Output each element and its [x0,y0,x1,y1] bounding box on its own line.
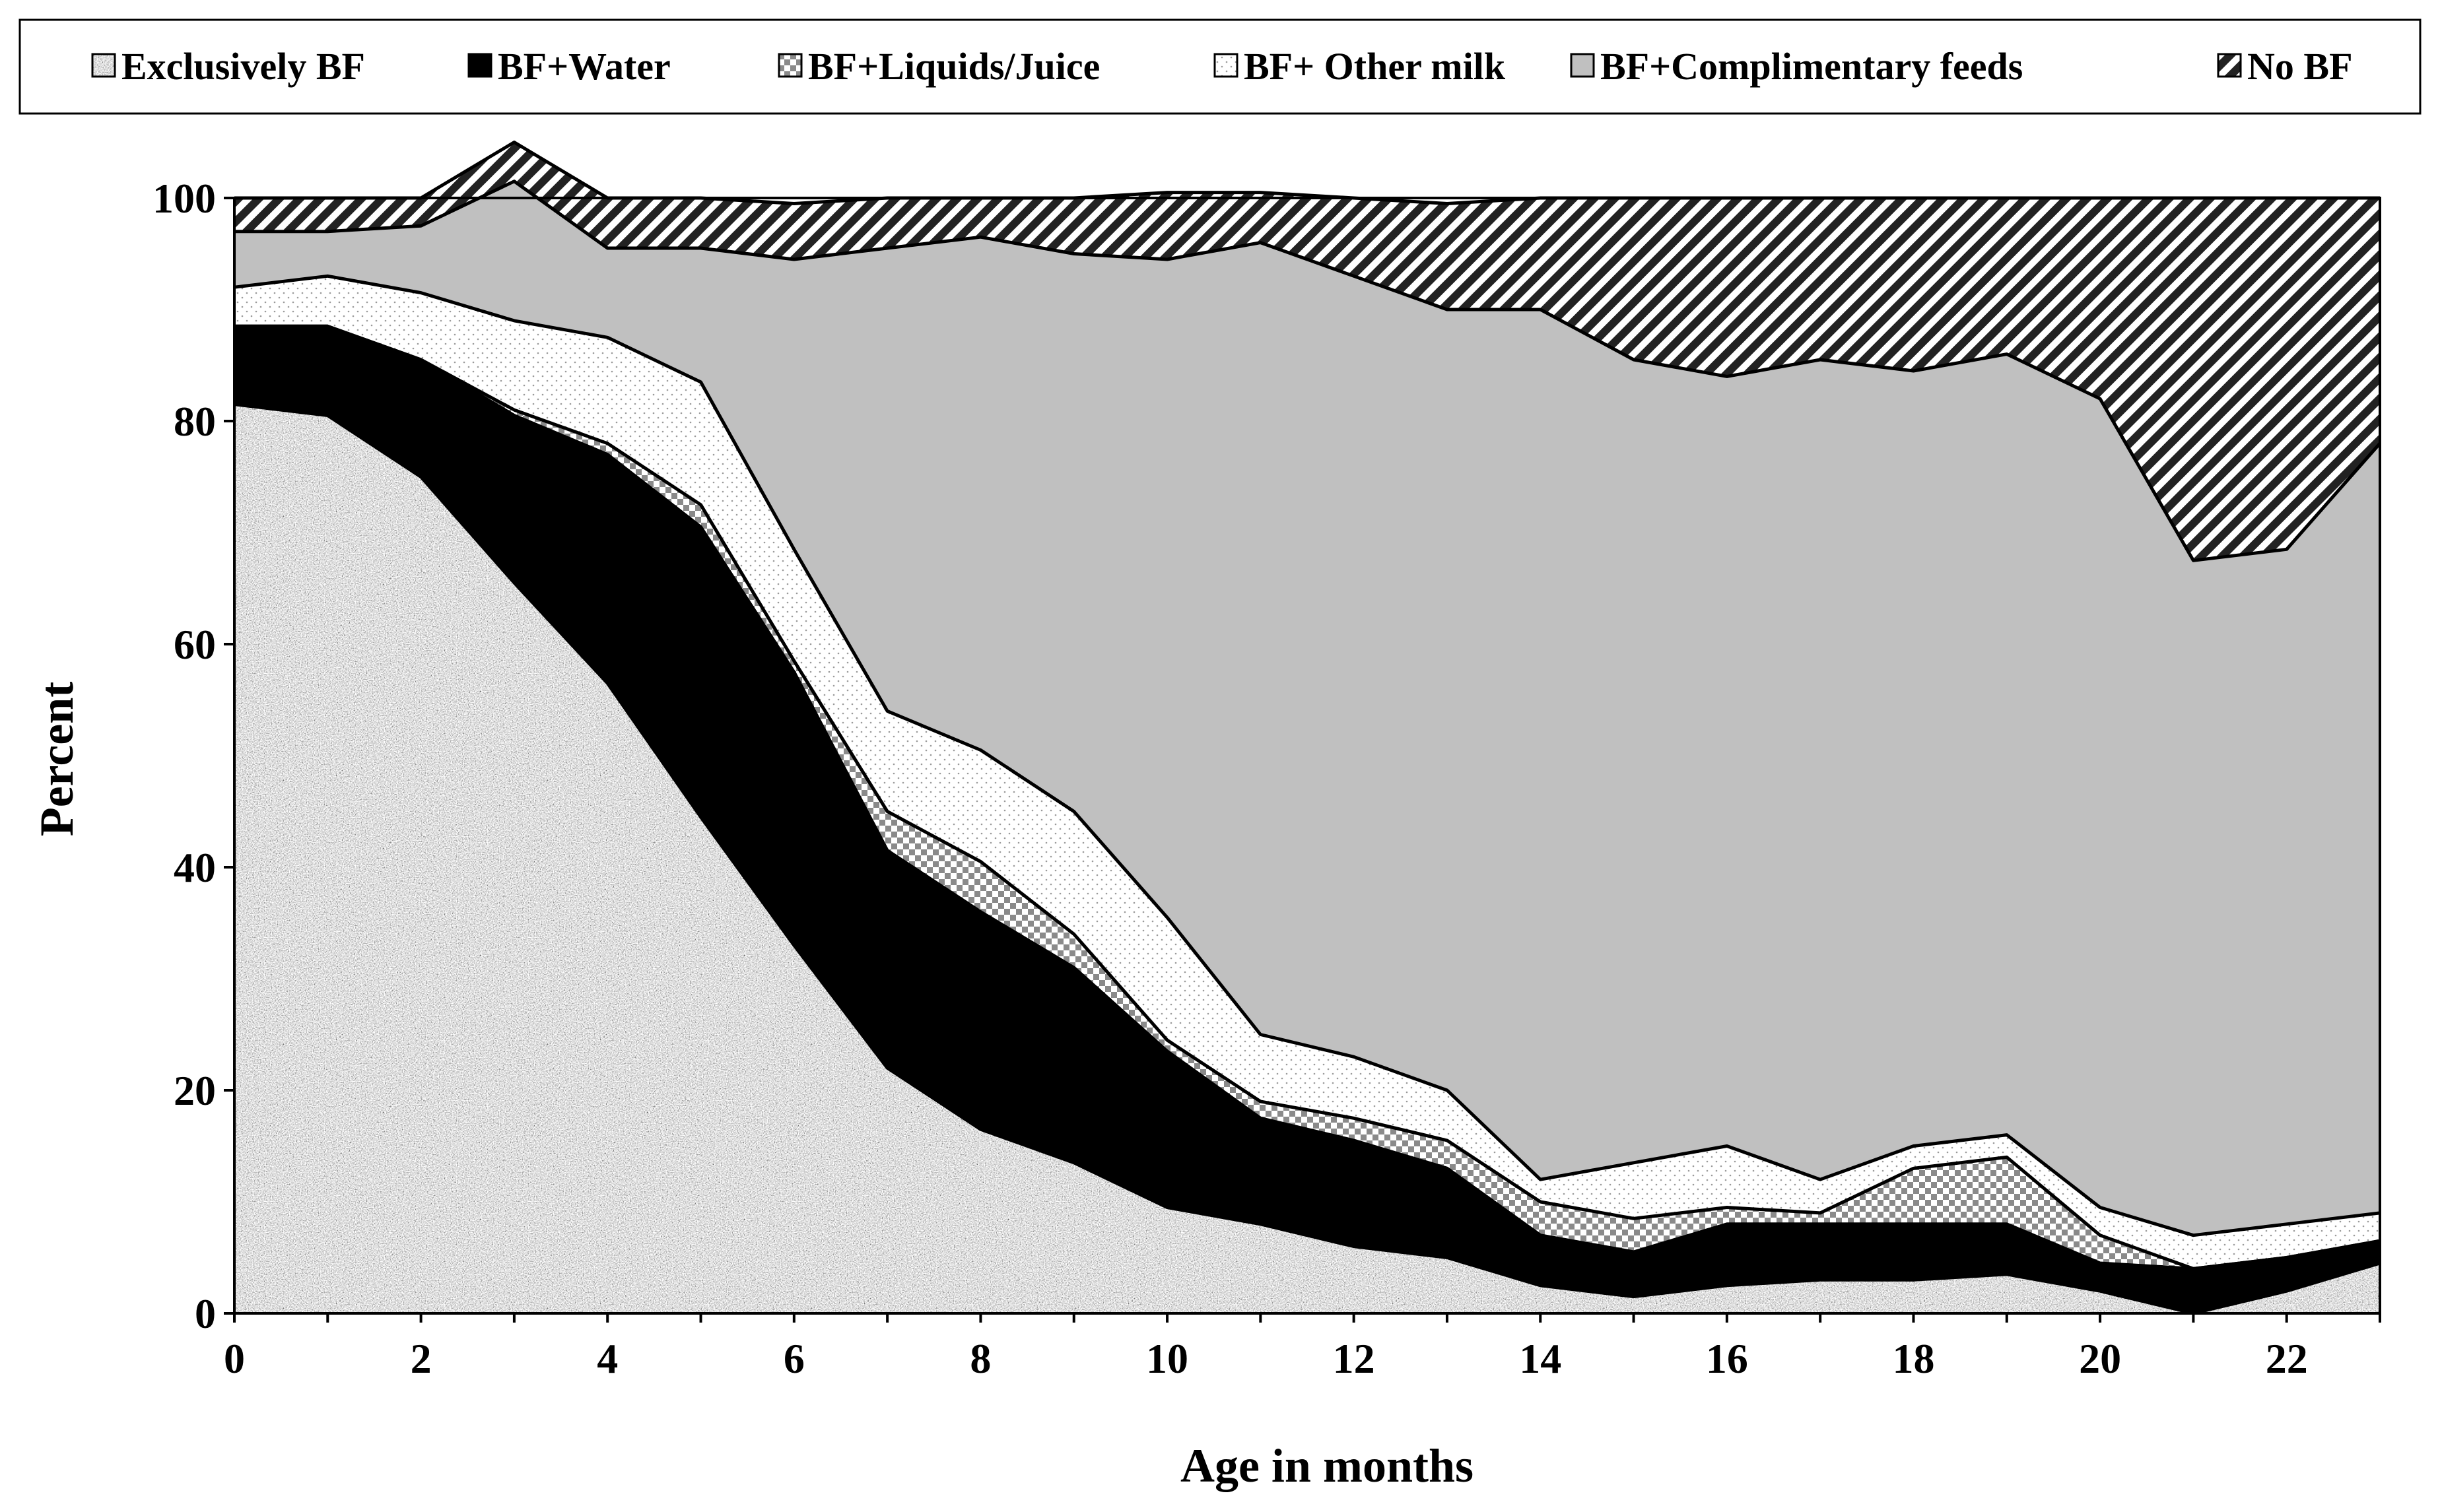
legend: Exclusively BF BF+Water BF+Liquids/Juice BF… [18,18,2422,115]
legend-item-bf-other-milk: BF+ Other milk [1213,45,1506,88]
x-tick-label: 20 [2079,1335,2121,1382]
plot-area [233,141,2381,1315]
x-tick-label: 12 [1333,1335,1375,1382]
legend-label: BF+Water [498,45,671,88]
boundary-bf-liquids-juice [234,324,2381,1270]
y-tick-label: 60 [174,621,216,668]
x-tick-label: 0 [224,1335,245,1382]
legend-item-exclusively-bf: Exclusively BF [91,45,365,88]
legend-swatch [467,53,492,78]
x-tick-label: 6 [784,1335,805,1382]
y-tick-label: 100 [152,175,216,222]
y-tick-label: 20 [174,1067,216,1114]
y-tick-label: 0 [195,1290,216,1337]
x-tick-label: 4 [597,1335,618,1382]
x-tick-label: 10 [1146,1335,1188,1382]
x-axis: 0 2 4 6 8 10 12 14 16 18 20 22 [224,1313,2381,1382]
y-axis-title: Percent [30,682,83,837]
area-no-bf [234,142,2380,561]
plot-frame [233,197,2381,1315]
y-tick-label: 80 [174,398,216,445]
legend-swatch [1213,53,1238,78]
legend-swatch [91,53,116,78]
legend-item-bf-complimentary-feeds: BF+Complimentary feeds [1570,45,2023,88]
y-tick-label: 40 [174,844,216,891]
x-tick-label: 14 [1519,1335,1561,1382]
legend-item-bf-water: BF+Water [467,45,671,88]
boundary-exclusively-bf [234,403,2381,1315]
y-axis: 0 20 40 60 80 100 [152,175,234,1337]
boundary-bf-water [234,324,2381,1270]
boundary-bf-other-milk [234,274,2381,1237]
legend-swatch [778,53,803,78]
legend-label: BF+Complimentary feeds [1600,45,2023,88]
x-tick-label: 16 [1706,1335,1748,1382]
legend-item-no-bf: No BF [2217,45,2353,88]
area-bf-other-milk [234,276,2380,1269]
area-bf-complimentary-feeds [234,181,2380,1235]
x-tick-label: 18 [1892,1335,1934,1382]
area-bf-water [234,326,2380,1313]
legend-swatch [1570,53,1595,78]
legend-label: BF+ Other milk [1244,45,1506,88]
legend-item-bf-liquids-juice: BF+Liquids/Juice [778,45,1100,88]
area-exclusively-bf [234,404,2380,1314]
legend-label: No BF [2247,45,2353,88]
legend-swatch [2217,53,2242,78]
x-axis-title: Age in months [1180,1439,1474,1492]
x-tick-label: 2 [411,1335,432,1382]
boundary-bf-complimentary-feeds [234,180,2381,562]
legend-label: Exclusively BF [121,45,365,88]
legend-label: BF+Liquids/Juice [808,45,1100,88]
x-tick-label: 8 [970,1335,991,1382]
x-tick-label: 22 [2266,1335,2308,1382]
